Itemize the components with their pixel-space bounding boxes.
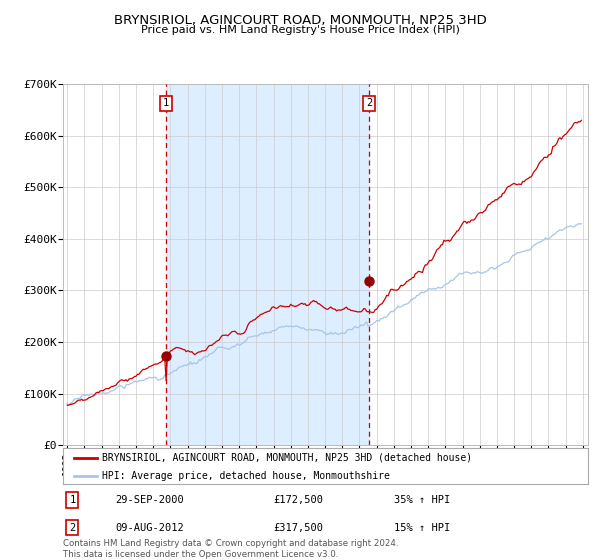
Text: 1: 1 — [70, 495, 76, 505]
Text: 29-SEP-2000: 29-SEP-2000 — [115, 495, 184, 505]
Text: BRYNSIRIOL, AGINCOURT ROAD, MONMOUTH, NP25 3HD: BRYNSIRIOL, AGINCOURT ROAD, MONMOUTH, NP… — [113, 14, 487, 27]
Text: 35% ↑ HPI: 35% ↑ HPI — [394, 495, 450, 505]
Text: 09-AUG-2012: 09-AUG-2012 — [115, 522, 184, 533]
Text: £172,500: £172,500 — [273, 495, 323, 505]
Bar — [166, 84, 370, 445]
Text: 15% ↑ HPI: 15% ↑ HPI — [394, 522, 450, 533]
Text: Price paid vs. HM Land Registry's House Price Index (HPI): Price paid vs. HM Land Registry's House … — [140, 25, 460, 35]
Text: BRYNSIRIOL, AGINCOURT ROAD, MONMOUTH, NP25 3HD (detached house): BRYNSIRIOL, AGINCOURT ROAD, MONMOUTH, NP… — [103, 453, 473, 463]
Text: £317,500: £317,500 — [273, 522, 323, 533]
Text: 2: 2 — [366, 99, 373, 109]
Text: 2: 2 — [70, 522, 76, 533]
Text: HPI: Average price, detached house, Monmouthshire: HPI: Average price, detached house, Monm… — [103, 472, 390, 482]
Text: Contains HM Land Registry data © Crown copyright and database right 2024.
This d: Contains HM Land Registry data © Crown c… — [63, 539, 398, 559]
Text: 1: 1 — [163, 99, 169, 109]
